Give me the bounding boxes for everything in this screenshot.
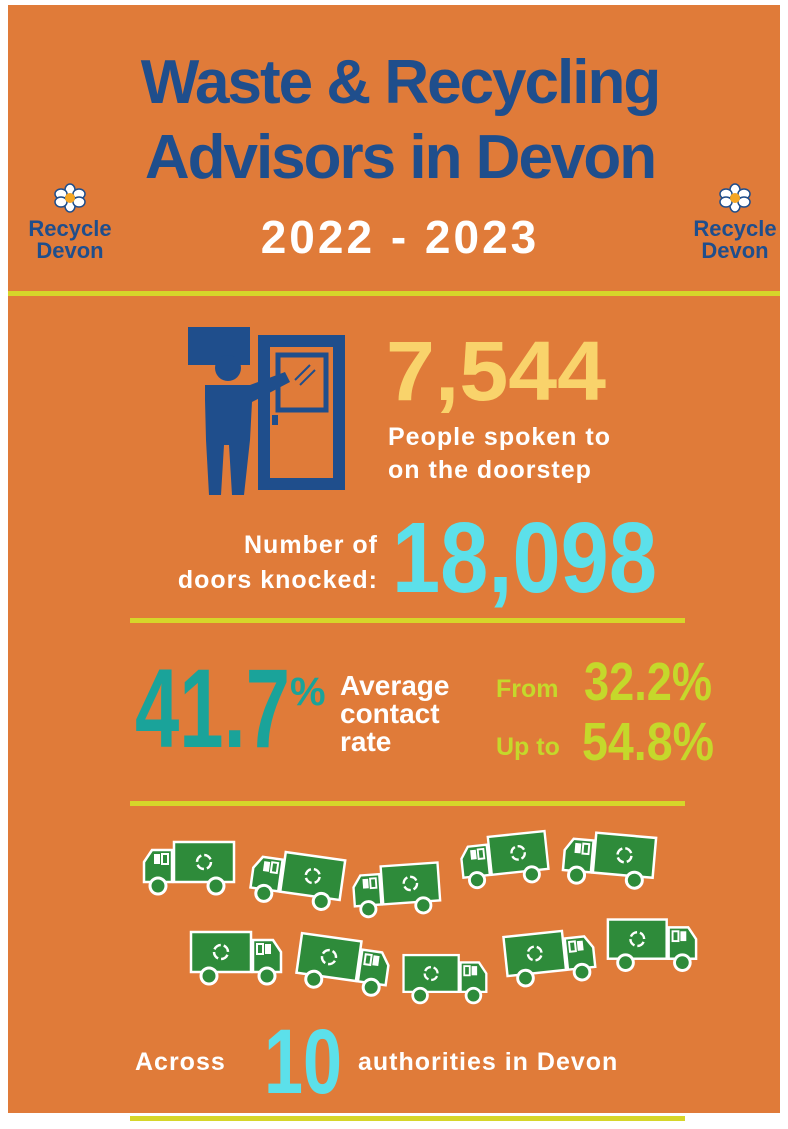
authorities-value: 10 (264, 1011, 342, 1113)
average-label: contact (340, 698, 440, 729)
people-label: People spoken to (388, 423, 611, 451)
from-value: 32.2% (584, 652, 712, 712)
logo-text: Devon (701, 238, 768, 263)
from-label: From (496, 675, 559, 703)
authorities-before: Across (135, 1048, 226, 1076)
doors-label: Number of (244, 531, 378, 559)
people-value: 7,544 (386, 324, 606, 418)
divider (130, 1116, 685, 1121)
average-label: rate (340, 726, 391, 757)
logo-text: Recycle (28, 216, 111, 241)
logo-text: Recycle (693, 216, 776, 241)
logo-text: Devon (36, 238, 103, 263)
title-line: Advisors in Devon (145, 123, 655, 192)
door-icon (188, 327, 345, 495)
years: 2022 - 2023 (261, 211, 540, 263)
people-label: on the doorstep (388, 456, 592, 484)
upto-label: Up to (496, 733, 560, 761)
doors-label: doors knocked: (178, 566, 378, 594)
upto-value: 54.8% (582, 712, 714, 772)
divider (8, 291, 780, 296)
divider (130, 618, 685, 623)
average-value: 41.7 (135, 646, 290, 771)
authorities-after: authorities in Devon (358, 1048, 618, 1076)
title-line: Waste & Recycling (141, 48, 659, 117)
divider (130, 801, 685, 806)
average-unit: % (290, 670, 326, 714)
doors-value: 18,098 (392, 502, 657, 614)
average-label: Average (340, 670, 449, 701)
